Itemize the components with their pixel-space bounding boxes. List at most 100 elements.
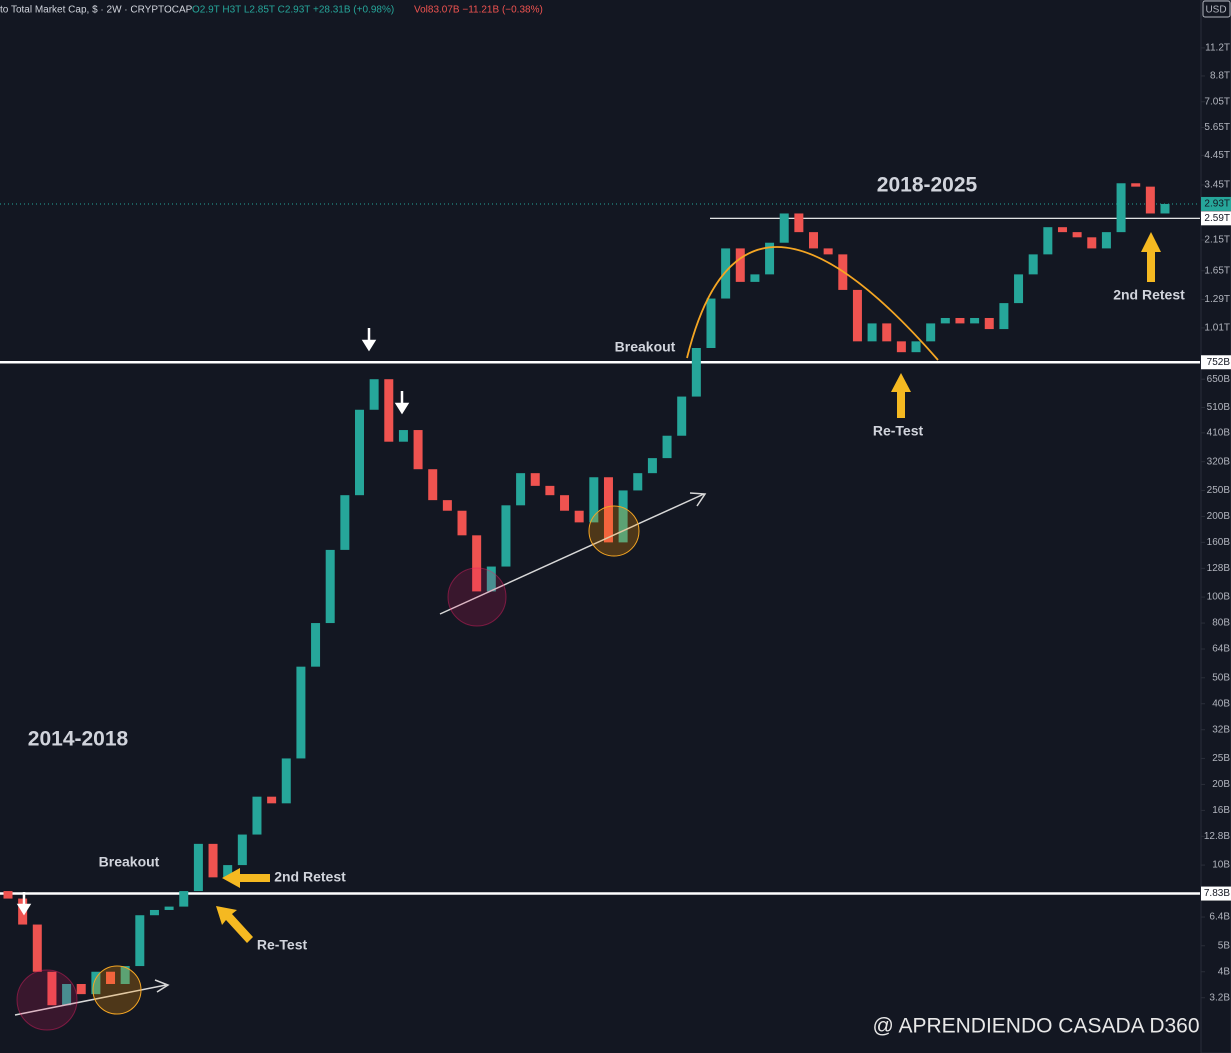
y-tick-label: 11.2T bbox=[1205, 43, 1230, 54]
annotation: 2014-2018 bbox=[28, 728, 129, 751]
y-tick-label: 650B bbox=[1207, 374, 1231, 385]
price-label: 7.83B bbox=[1204, 888, 1230, 899]
candle-body bbox=[677, 396, 687, 436]
price-label: 2.59T bbox=[1204, 213, 1230, 224]
watermark: @ APRENDIENDO CASADA D360 bbox=[872, 1015, 1199, 1038]
price-label: 2.93T bbox=[1204, 199, 1230, 210]
candle-body bbox=[325, 549, 335, 624]
candle-body bbox=[589, 477, 599, 523]
candle-body bbox=[296, 666, 306, 759]
candle-body bbox=[1087, 237, 1097, 249]
candle-body bbox=[940, 317, 950, 324]
candle-body bbox=[735, 248, 745, 282]
y-tick-label: 50B bbox=[1212, 672, 1230, 683]
highlight-circle bbox=[447, 567, 507, 627]
y-tick-label: 3.2B bbox=[1209, 992, 1230, 1003]
candle-body bbox=[1028, 254, 1038, 275]
candle-body bbox=[706, 298, 716, 348]
candle-body bbox=[1145, 186, 1155, 214]
annotation: 2018-2025 bbox=[877, 174, 978, 197]
yellow-arrows bbox=[216, 232, 1161, 943]
candle-body bbox=[208, 843, 218, 878]
candle-body bbox=[384, 379, 394, 442]
candle-body bbox=[794, 213, 804, 233]
candle-body bbox=[970, 317, 980, 324]
candle-body bbox=[340, 495, 350, 550]
y-tick-label: 40B bbox=[1212, 698, 1230, 709]
price-axis bbox=[1200, 0, 1231, 1053]
candle-body bbox=[149, 909, 159, 916]
price-label-box bbox=[1201, 211, 1231, 226]
y-tick-label: 100B bbox=[1207, 592, 1231, 603]
candle-body bbox=[311, 623, 321, 667]
y-tick-label: 12.8B bbox=[1204, 831, 1230, 842]
y-tick-label: 2.15T bbox=[1204, 235, 1230, 246]
y-tick-label: 6.4B bbox=[1209, 912, 1230, 923]
y-tick-label: 20B bbox=[1212, 779, 1230, 790]
annotation: Breakout bbox=[615, 339, 676, 355]
candle-body bbox=[926, 323, 936, 342]
candle-body bbox=[354, 409, 364, 496]
y-tick-label: 160B bbox=[1207, 537, 1231, 548]
marks bbox=[0, 183, 1200, 1006]
price-label: 752B bbox=[1207, 357, 1231, 368]
arrow-head bbox=[154, 979, 170, 993]
candle-body bbox=[3, 891, 13, 899]
candle-body bbox=[106, 971, 116, 985]
price-label-box bbox=[1201, 886, 1231, 901]
annotation: 2nd Retest bbox=[1113, 287, 1185, 303]
y-tick-label: 5.65T bbox=[1204, 122, 1230, 133]
candle-body bbox=[1131, 183, 1141, 187]
y-tick-label: 16B bbox=[1212, 805, 1230, 816]
candle-body bbox=[281, 758, 291, 804]
candle-body bbox=[428, 469, 438, 501]
candle-body bbox=[120, 966, 130, 985]
candle-body bbox=[896, 341, 906, 353]
y-tick-label: 1.01T bbox=[1204, 323, 1230, 334]
candle-body bbox=[1101, 232, 1111, 249]
candle-body bbox=[662, 435, 672, 459]
candle-body bbox=[633, 473, 643, 491]
candle-body bbox=[1160, 203, 1170, 214]
candle-body bbox=[647, 458, 657, 474]
y-tick-label: 510B bbox=[1207, 402, 1231, 413]
price-label-box bbox=[1201, 196, 1231, 211]
candle-body bbox=[618, 490, 628, 543]
candle-body bbox=[252, 796, 262, 835]
arrow-head bbox=[689, 492, 707, 507]
y-tick-label: 250B bbox=[1207, 485, 1231, 496]
y-tick-label: 4.45T bbox=[1204, 150, 1230, 161]
candle-body bbox=[1043, 227, 1053, 255]
candle-body bbox=[472, 535, 482, 592]
y-tick-label: 410B bbox=[1207, 427, 1231, 438]
candle-body bbox=[135, 915, 145, 967]
candle-body bbox=[237, 834, 247, 866]
candle-body bbox=[984, 317, 994, 330]
currency[interactable]: USD bbox=[1205, 5, 1226, 16]
currency-box[interactable] bbox=[1202, 0, 1231, 18]
highlight-circle bbox=[92, 965, 142, 1015]
candle-body bbox=[691, 347, 701, 397]
y-tick-label: 320B bbox=[1207, 456, 1231, 467]
candle-body bbox=[164, 906, 174, 910]
y-tick-label: 32B bbox=[1212, 724, 1230, 735]
candle-body bbox=[1116, 183, 1126, 233]
y-tick-label: 64B bbox=[1212, 644, 1230, 655]
trend-line bbox=[439, 493, 705, 615]
y-tick-label: 5B bbox=[1218, 940, 1231, 951]
candle-body bbox=[91, 971, 101, 995]
candle-body bbox=[560, 495, 570, 511]
y-tick-label: 25B bbox=[1212, 753, 1230, 764]
candle-body bbox=[530, 473, 540, 486]
y-tick-label: 7.05T bbox=[1204, 96, 1230, 107]
y-tick-label: 80B bbox=[1212, 618, 1230, 629]
highlight-circle bbox=[588, 505, 640, 557]
y-tick-label: 10B bbox=[1212, 860, 1230, 871]
arc bbox=[686, 246, 939, 361]
candle-body bbox=[516, 473, 526, 506]
white-arrows bbox=[16, 328, 410, 916]
candle-body bbox=[413, 430, 423, 470]
candle-body bbox=[779, 213, 789, 243]
y-tick-label: 8.8T bbox=[1210, 71, 1230, 82]
